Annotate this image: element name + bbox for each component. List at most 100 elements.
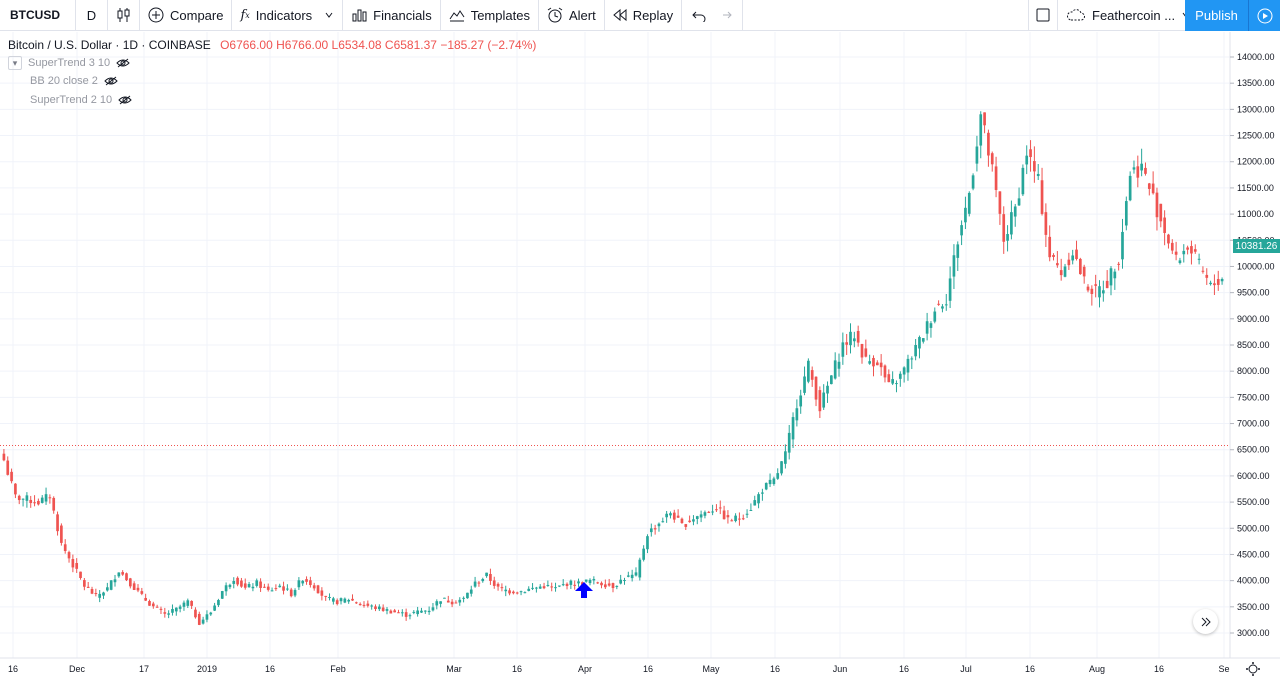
candle-body xyxy=(393,610,396,613)
candle-body xyxy=(136,587,140,591)
plus-circle-icon xyxy=(148,7,164,23)
eye-hidden-icon[interactable] xyxy=(118,95,132,105)
candle-body xyxy=(404,612,408,617)
y-tick-label: 7000.00 xyxy=(1237,419,1270,429)
templates-icon xyxy=(449,7,465,23)
candle-body xyxy=(205,614,209,620)
candle-body xyxy=(1144,167,1147,174)
candle-body xyxy=(106,587,109,591)
candle-body xyxy=(362,604,366,606)
candle-body xyxy=(1113,271,1117,279)
replay-button[interactable]: Replay xyxy=(605,0,683,31)
candle-body xyxy=(684,524,688,527)
candle-body xyxy=(569,580,573,585)
symbol-title: Bitcoin / U.S. Dollar · 1D · COINBASE xyxy=(8,38,211,52)
low-value: L6534.08 xyxy=(331,38,382,52)
candle-body xyxy=(174,607,178,612)
y-tick-label: 9500.00 xyxy=(1237,288,1270,298)
candle-body xyxy=(787,432,791,453)
candle-body xyxy=(914,345,917,357)
candle-body xyxy=(251,586,255,589)
symbol-search-button[interactable]: BTCUSD xyxy=(0,0,76,31)
candle-body xyxy=(316,585,320,594)
candle-body xyxy=(864,348,868,357)
candle-body xyxy=(799,395,803,407)
candle-body xyxy=(776,473,780,479)
indicator-label: SuperTrend 2 10 xyxy=(30,94,113,106)
candle-body xyxy=(259,581,262,588)
last-price-tag: 10381.26 xyxy=(1233,239,1280,253)
indicator-row[interactable]: SuperTrend 2 10 xyxy=(30,94,132,106)
publish-play-button[interactable] xyxy=(1248,0,1280,31)
close-value: C6581.37 xyxy=(384,38,437,52)
candle-body xyxy=(117,572,121,577)
candle-body xyxy=(1136,166,1140,178)
x-tick-label: 16 xyxy=(8,664,18,674)
symbol-legend: Bitcoin / U.S. Dollar · 1D · COINBASE O6… xyxy=(8,38,536,52)
double-chevron-right-icon xyxy=(1200,616,1212,628)
candle-body xyxy=(347,599,351,602)
candle-body xyxy=(466,592,469,599)
candle-body xyxy=(1059,270,1063,276)
y-tick-label: 11500.00 xyxy=(1237,183,1274,193)
replay-label: Replay xyxy=(632,7,674,23)
interval-button[interactable]: D xyxy=(76,0,108,31)
candle-body xyxy=(941,306,944,309)
candle-body xyxy=(649,528,653,533)
financials-button[interactable]: Financials xyxy=(343,0,441,31)
publish-label: Publish xyxy=(1195,8,1238,23)
chevron-down-icon xyxy=(324,10,334,20)
candle-body xyxy=(1044,212,1048,235)
candle-body xyxy=(1209,282,1212,285)
indicator-row[interactable]: BB 20 close 2 xyxy=(30,75,118,87)
candle-body xyxy=(420,610,423,613)
x-tick-label: Jun xyxy=(833,664,848,674)
candle-body xyxy=(791,417,795,440)
candle-body xyxy=(1178,260,1182,263)
publish-button[interactable]: Publish xyxy=(1185,0,1248,31)
candle-body xyxy=(1063,266,1067,277)
scroll-to-realtime-button[interactable] xyxy=(1193,609,1218,634)
candle-body xyxy=(734,515,737,522)
candle-body xyxy=(481,579,485,582)
x-tick-label: Aug xyxy=(1089,664,1105,674)
collapse-icon[interactable]: ▾ xyxy=(8,56,22,70)
interval-label: D xyxy=(86,7,97,23)
candle-body xyxy=(439,601,442,604)
redo-icon[interactable] xyxy=(718,8,732,22)
candle-body xyxy=(818,390,822,412)
candle-body xyxy=(653,528,657,530)
candle-body xyxy=(1010,212,1013,235)
alert-label: Alert xyxy=(568,7,596,23)
eye-hidden-icon[interactable] xyxy=(116,58,130,68)
x-tick-label: Dec xyxy=(69,664,86,674)
alert-button[interactable]: Alert xyxy=(539,0,605,31)
candle-body xyxy=(381,607,385,611)
candle-body xyxy=(37,500,40,505)
indicators-label: Indicators xyxy=(255,7,313,23)
candle-body xyxy=(508,590,511,594)
fullscreen-toggle[interactable] xyxy=(1028,0,1058,31)
candle-body xyxy=(600,582,603,586)
candle-body xyxy=(83,580,86,587)
templates-button[interactable]: Templates xyxy=(441,0,539,31)
layout-menu-button[interactable]: Feathercoin ... xyxy=(1058,0,1190,31)
candle-body xyxy=(67,552,71,559)
chart-type-button[interactable] xyxy=(108,0,140,31)
square-icon xyxy=(1036,8,1050,22)
candle-body xyxy=(182,602,186,607)
candle-body xyxy=(826,385,829,394)
undo-icon[interactable] xyxy=(692,8,706,22)
candle-body xyxy=(159,608,163,610)
candle-body xyxy=(240,580,243,587)
price-chart[interactable]: 14000.00 13500.00 13000.00 12500.00 12000.00… xyxy=(0,32,1280,677)
change-value: −185.27 (−2.74%) xyxy=(440,38,537,52)
eye-hidden-icon[interactable] xyxy=(104,76,118,86)
candle-body xyxy=(1094,284,1098,286)
indicator-row[interactable]: ▾ SuperTrend 3 10 xyxy=(8,56,130,70)
candle-body xyxy=(1216,279,1220,285)
compare-button[interactable]: Compare xyxy=(140,0,233,31)
candle-body xyxy=(603,584,607,588)
candle-body xyxy=(355,602,358,604)
